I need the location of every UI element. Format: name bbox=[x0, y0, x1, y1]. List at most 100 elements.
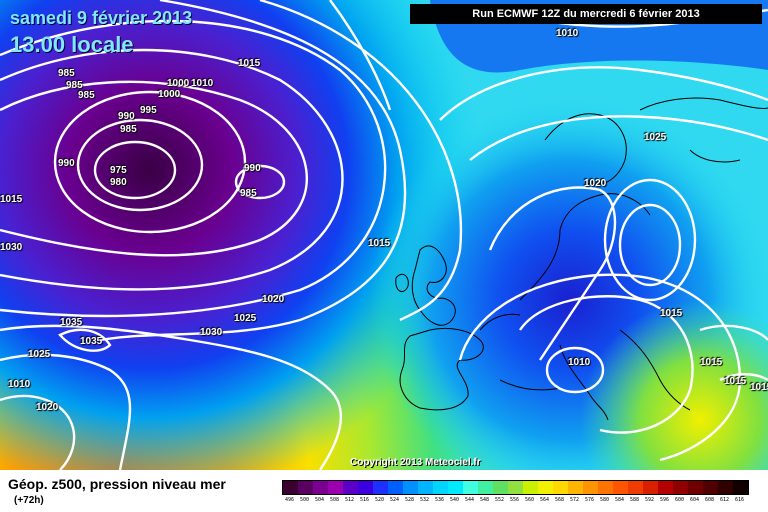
color-scale bbox=[282, 480, 749, 495]
legend-swatch bbox=[298, 481, 313, 494]
isobar-label: 1015 bbox=[700, 357, 723, 368]
legend-value: 516 bbox=[359, 497, 370, 503]
legend-value: 524 bbox=[389, 497, 400, 503]
legend-value: 552 bbox=[494, 497, 505, 503]
legend-swatch bbox=[358, 481, 373, 494]
legend-value: 504 bbox=[314, 497, 325, 503]
copyright: Copyright 2013 Meteociel.fr bbox=[350, 457, 481, 468]
legend-swatch bbox=[733, 481, 748, 494]
isobar-label: 990 bbox=[244, 163, 261, 174]
legend-swatch bbox=[403, 481, 418, 494]
legend-swatch bbox=[463, 481, 478, 494]
legend-swatch bbox=[703, 481, 718, 494]
forecast-map: samedi 9 février 2013 13.00 locale Run E… bbox=[0, 0, 768, 470]
isobar-label: 1015 bbox=[238, 58, 261, 69]
isobar-label: 990 bbox=[58, 158, 75, 169]
isobar-label: 985 bbox=[240, 188, 257, 199]
legend-value: 500 bbox=[299, 497, 310, 503]
legend-value: 564 bbox=[539, 497, 550, 503]
legend-swatch bbox=[373, 481, 388, 494]
legend-value: 548 bbox=[479, 497, 490, 503]
legend-swatch bbox=[658, 481, 673, 494]
legend-value: 584 bbox=[614, 497, 625, 503]
legend-swatch bbox=[448, 481, 463, 494]
geopotential-field bbox=[0, 0, 768, 470]
legend-value: 596 bbox=[659, 497, 670, 503]
legend-swatch bbox=[478, 481, 493, 494]
legend-value: 580 bbox=[599, 497, 610, 503]
legend-value: 560 bbox=[524, 497, 535, 503]
legend-swatch bbox=[388, 481, 403, 494]
legend-value: 520 bbox=[374, 497, 385, 503]
legend-swatch bbox=[628, 481, 643, 494]
legend-panel: Géop. z500, pression niveau mer (+72h) 4… bbox=[0, 470, 768, 512]
legend-swatch bbox=[418, 481, 433, 494]
isobar-label: 1015 bbox=[368, 238, 391, 249]
legend-swatch bbox=[613, 481, 628, 494]
legend-value: 540 bbox=[449, 497, 460, 503]
legend-swatch bbox=[538, 481, 553, 494]
legend-swatch bbox=[673, 481, 688, 494]
isobar-label: 1035 bbox=[60, 317, 83, 328]
color-scale-labels: 496 500 504 508 512 516 520 524 528 532 536 540 544 5… bbox=[282, 497, 747, 503]
isobar-label: 1000 bbox=[158, 89, 181, 100]
isobar-label: 1015 bbox=[660, 308, 683, 319]
isobar-label: 1010 bbox=[8, 379, 31, 390]
isobar-label: 1010 bbox=[568, 357, 591, 368]
legend-swatch bbox=[598, 481, 613, 494]
isobar-label: 1015 bbox=[724, 376, 747, 387]
legend-swatch bbox=[583, 481, 598, 494]
isobar-label: 985 bbox=[78, 90, 95, 101]
legend-value: 508 bbox=[329, 497, 340, 503]
isobar-label: 1030 bbox=[0, 242, 23, 253]
legend-swatch bbox=[328, 481, 343, 494]
isobar-label: 1010 bbox=[556, 28, 579, 39]
legend-value: 612 bbox=[719, 497, 730, 503]
isobar-label: 1035 bbox=[80, 336, 103, 347]
isobar-label: 1010 bbox=[191, 78, 214, 89]
model-run-banner: Run ECMWF 12Z du mercredi 6 février 2013 bbox=[410, 4, 762, 24]
isobar-label: 985 bbox=[66, 80, 83, 91]
isobar-label: 990 bbox=[118, 111, 135, 122]
legend-value: 532 bbox=[419, 497, 430, 503]
legend-swatch bbox=[553, 481, 568, 494]
legend-value: 512 bbox=[344, 497, 355, 503]
legend-swatch bbox=[643, 481, 658, 494]
legend-value: 572 bbox=[569, 497, 580, 503]
isobar-label: 1025 bbox=[644, 132, 667, 143]
legend-swatch bbox=[283, 481, 298, 494]
forecast-date: samedi 9 février 2013 bbox=[10, 8, 193, 28]
map-caption: Géop. z500, pression niveau mer bbox=[8, 476, 226, 492]
legend-value: 528 bbox=[404, 497, 415, 503]
legend-value: 576 bbox=[584, 497, 595, 503]
legend-value: 556 bbox=[509, 497, 520, 503]
isobar-label: 995 bbox=[140, 105, 157, 116]
legend-value: 592 bbox=[644, 497, 655, 503]
legend-value: 588 bbox=[629, 497, 640, 503]
isobar-label: 1000 bbox=[167, 78, 190, 89]
legend-value: 604 bbox=[689, 497, 700, 503]
isobar-label: 985 bbox=[58, 68, 75, 79]
isobar-label: 980 bbox=[110, 177, 127, 188]
legend-swatch bbox=[508, 481, 523, 494]
legend-value: 536 bbox=[434, 497, 445, 503]
isobar-label: 975 bbox=[110, 165, 127, 176]
isobar-label: 1020 bbox=[584, 178, 607, 189]
legend-value: 568 bbox=[554, 497, 565, 503]
forecast-time: 13.00 locale bbox=[10, 32, 134, 57]
legend-value: 600 bbox=[674, 497, 685, 503]
legend-swatch bbox=[568, 481, 583, 494]
legend-swatch bbox=[313, 481, 328, 494]
legend-value: 608 bbox=[704, 497, 715, 503]
legend-swatch bbox=[343, 481, 358, 494]
legend-swatch bbox=[493, 481, 508, 494]
forecast-lead: (+72h) bbox=[14, 495, 44, 506]
isobar-label: 1015 bbox=[750, 382, 768, 393]
legend-swatch bbox=[688, 481, 703, 494]
isobar-label: 1030 bbox=[200, 327, 223, 338]
legend-swatch bbox=[433, 481, 448, 494]
isobar-label: 1020 bbox=[36, 402, 59, 413]
legend-swatch bbox=[718, 481, 733, 494]
isobar-label: 1015 bbox=[0, 194, 23, 205]
isobar-label: 985 bbox=[120, 124, 137, 135]
